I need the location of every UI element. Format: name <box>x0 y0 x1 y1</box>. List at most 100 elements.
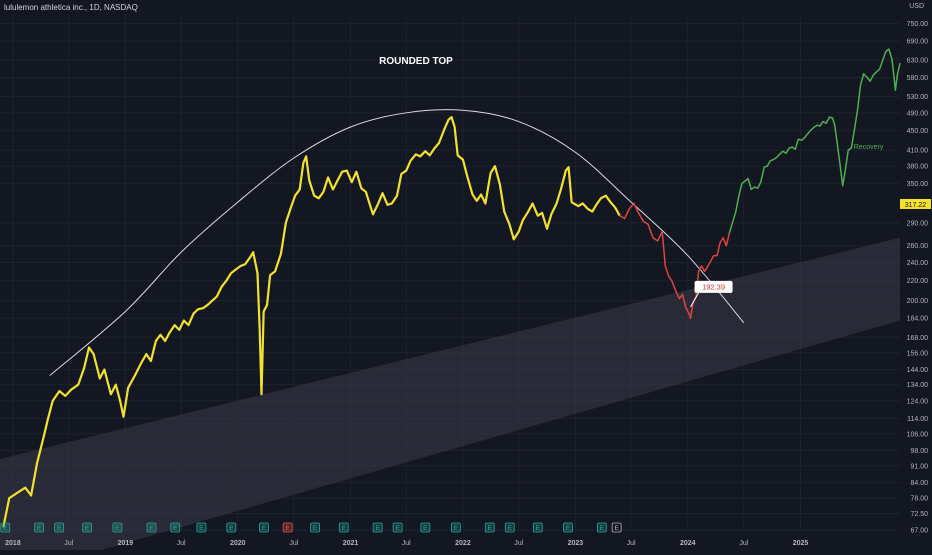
data-point <box>372 213 374 215</box>
y-tick-label: 98.00 <box>910 448 928 455</box>
earnings-marker-icon[interactable] <box>259 522 269 533</box>
earnings-marker-label: E <box>115 525 120 532</box>
data-point <box>391 202 393 205</box>
earnings-marker-label: E <box>454 525 459 532</box>
earnings-marker-label: E <box>286 525 291 532</box>
data-point <box>480 193 482 196</box>
data-point <box>164 340 166 342</box>
earnings-marker-icon[interactable] <box>226 522 237 533</box>
data-point <box>708 263 710 265</box>
earnings-marker-label: E <box>600 525 605 532</box>
price-line-series-3[interactable] <box>728 48 901 234</box>
data-point <box>438 142 440 144</box>
data-point <box>788 147 790 149</box>
earnings-marker-icon[interactable] <box>392 522 403 533</box>
data-point <box>24 487 26 489</box>
earnings-marker-icon[interactable] <box>0 522 11 533</box>
data-point <box>313 195 315 197</box>
y-tick-label: 530.00 <box>907 94 929 101</box>
data-point <box>169 331 171 333</box>
data-point <box>58 390 61 392</box>
data-point <box>513 238 515 240</box>
earnings-marker-icon[interactable] <box>196 522 207 533</box>
data-point <box>518 231 520 233</box>
earnings-marker-label: E <box>423 525 428 532</box>
data-point <box>722 237 724 239</box>
data-point <box>64 395 66 397</box>
earnings-marker-icon[interactable] <box>54 522 65 533</box>
data-point <box>386 204 389 206</box>
data-point <box>637 212 640 214</box>
data-point <box>701 265 703 267</box>
data-point <box>671 280 673 282</box>
y-tick-label: 134.00 <box>907 382 929 389</box>
y-tick-label: 184.00 <box>907 316 929 323</box>
data-point <box>763 166 765 168</box>
data-point <box>766 165 768 167</box>
data-point <box>447 119 450 121</box>
data-point <box>192 313 195 315</box>
earnings-marker-icon[interactable] <box>282 522 293 533</box>
earnings-marker-icon[interactable] <box>504 522 515 533</box>
data-point <box>888 48 890 50</box>
data-point <box>490 172 492 174</box>
price-line-series-1[interactable] <box>2 116 621 528</box>
earnings-marker-icon[interactable] <box>563 522 573 533</box>
earnings-marker-icon[interactable] <box>372 522 383 533</box>
data-point <box>844 172 846 174</box>
earnings-marker-icon[interactable] <box>338 522 349 533</box>
data-point <box>77 384 79 386</box>
y-tick-label: 67.00 <box>910 528 928 535</box>
data-point <box>462 159 464 161</box>
data-point <box>305 155 307 158</box>
data-point <box>36 462 38 465</box>
data-point <box>99 377 101 380</box>
data-point <box>688 313 690 315</box>
data-point <box>822 120 824 123</box>
earnings-marker-label: E <box>173 525 178 532</box>
earnings-marker-icon[interactable] <box>596 522 607 533</box>
earnings-marker-icon[interactable] <box>170 522 181 533</box>
chart-title: ROUNDED TOP <box>379 56 453 67</box>
data-point <box>872 74 874 76</box>
earnings-marker-icon[interactable] <box>450 522 461 533</box>
data-point <box>605 195 607 197</box>
earnings-marker-icon[interactable] <box>532 522 543 533</box>
y-tick-label: 168.00 <box>907 335 929 342</box>
data-point <box>134 374 136 377</box>
earnings-marker-icon[interactable] <box>420 522 431 533</box>
earnings-marker-label: E <box>488 525 493 532</box>
earnings-marker-icon[interactable] <box>112 522 123 533</box>
data-point <box>577 205 579 207</box>
trend-channel[interactable] <box>0 237 900 555</box>
rounded-top-arc[interactable] <box>49 109 745 376</box>
earnings-marker-label: E <box>566 525 571 532</box>
data-point <box>93 353 95 355</box>
data-point <box>537 215 539 217</box>
data-point <box>42 437 45 439</box>
y-tick-label: 200.00 <box>907 298 929 305</box>
data-point <box>853 129 856 131</box>
data-point <box>893 77 895 79</box>
earnings-marker-icon[interactable] <box>310 522 320 533</box>
data-point <box>825 122 827 124</box>
data-point <box>664 265 666 267</box>
data-point <box>336 179 339 181</box>
earnings-marker-icon[interactable] <box>82 522 93 533</box>
y-tick-label: 580.00 <box>907 75 929 82</box>
data-point <box>457 154 459 156</box>
callout-box[interactable] <box>694 280 733 293</box>
earnings-marker-icon[interactable] <box>34 522 45 533</box>
y-tick-label: 260.00 <box>907 243 929 250</box>
data-point <box>656 240 659 242</box>
data-point <box>211 300 213 302</box>
data-point <box>661 231 663 233</box>
earnings-marker-icon[interactable] <box>146 522 157 533</box>
earnings-marker-icon[interactable] <box>611 522 622 533</box>
earnings-marker-icon[interactable] <box>484 522 495 533</box>
data-point <box>850 147 852 149</box>
y-tick-label: 490.00 <box>907 110 929 117</box>
data-point <box>587 208 589 210</box>
data-point <box>122 416 125 418</box>
